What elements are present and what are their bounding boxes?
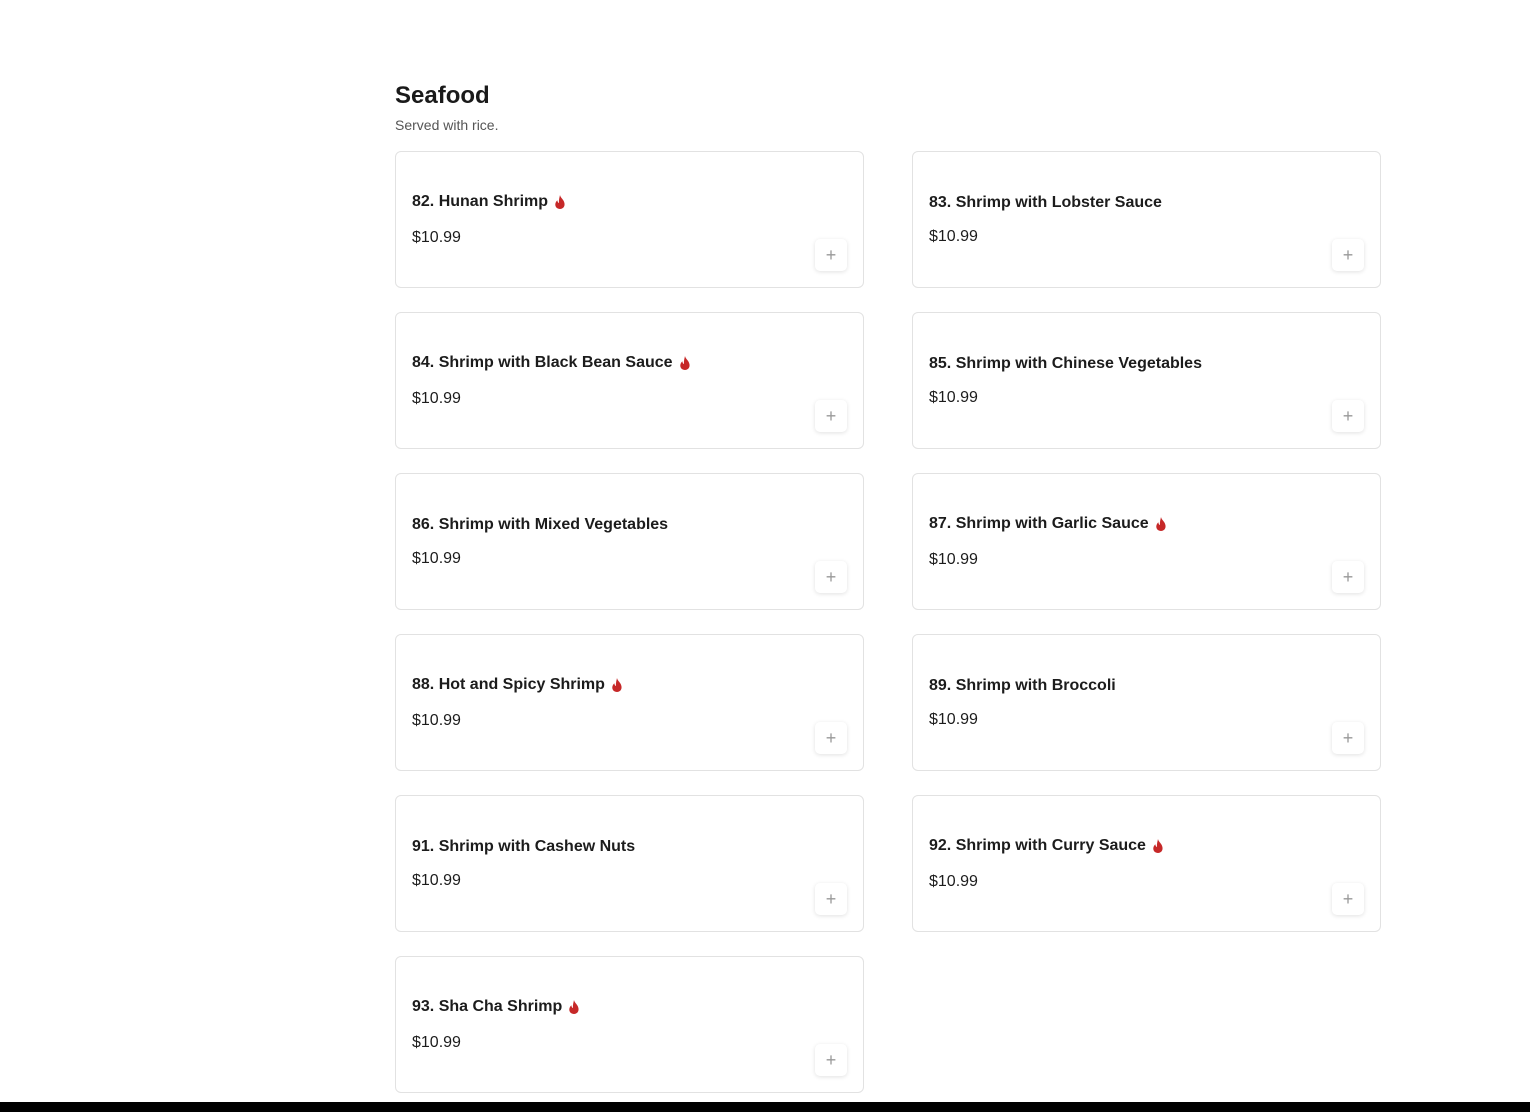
menu-item-card[interactable]: 86. Shrimp with Mixed Vegetables $10.99 … [395,473,864,610]
add-to-cart-button[interactable]: + [815,722,847,754]
spicy-flame-icon [1153,839,1163,853]
menu-item-name-text: 84. Shrimp with Black Bean Sauce [412,354,673,371]
add-to-cart-button[interactable]: + [815,400,847,432]
bottom-bar [0,1102,1530,1112]
menu-item-name-text: 89. Shrimp with Broccoli [929,677,1116,694]
menu-section-header: Seafood Served with rice. [395,80,1381,134]
menu-item-price: $10.99 [929,711,978,728]
add-to-cart-button[interactable]: + [1332,400,1364,432]
menu-item-card[interactable]: 92. Shrimp with Curry Sauce $10.99 + [912,795,1381,932]
menu-item-grid: 82. Hunan Shrimp $10.99 + 83. Shrimp wit… [395,151,1381,1093]
menu-item-card[interactable]: 85. Shrimp with Chinese Vegetables $10.9… [912,312,1381,449]
menu-item-card[interactable]: 89. Shrimp with Broccoli $10.99 + [912,634,1381,771]
spicy-flame-icon [679,356,690,370]
menu-item-card[interactable]: 93. Sha Cha Shrimp $10.99 + [395,956,864,1093]
spicy-flame-icon [612,678,622,692]
menu-item-name: 87. Shrimp with Garlic Sauce [929,514,1167,534]
menu-item-name: 93. Sha Cha Shrimp [412,997,580,1017]
menu-item-price: $10.99 [929,389,978,406]
menu-item-name-text: 82. Hunan Shrimp [412,193,549,210]
menu-item-name-text: 87. Shrimp with Garlic Sauce [929,515,1149,532]
add-to-cart-button[interactable]: + [1332,722,1364,754]
menu-item-card[interactable]: 91. Shrimp with Cashew Nuts $10.99 + [395,795,864,932]
section-subtitle: Served with rice. [395,117,499,133]
add-to-cart-button[interactable]: + [1332,239,1364,271]
menu-item-card[interactable]: 82. Hunan Shrimp $10.99 + [395,151,864,288]
menu-item-price: $10.99 [412,390,461,407]
menu-item-name: 83. Shrimp with Lobster Sauce [929,193,1162,213]
menu-item-name: 91. Shrimp with Cashew Nuts [412,837,635,857]
menu-item-price: $10.99 [412,1034,461,1051]
menu-item-name: 82. Hunan Shrimp [412,192,566,212]
menu-item-card[interactable]: 84. Shrimp with Black Bean Sauce $10.99 … [395,312,864,449]
menu-item-price: $10.99 [412,550,461,567]
add-to-cart-button[interactable]: + [1332,883,1364,915]
menu-item-name: 86. Shrimp with Mixed Vegetables [412,515,668,535]
add-to-cart-button[interactable]: + [815,883,847,915]
add-to-cart-button[interactable]: + [1332,561,1364,593]
menu-item-price: $10.99 [412,872,461,889]
menu-item-card[interactable]: 87. Shrimp with Garlic Sauce $10.99 + [912,473,1381,610]
menu-item-name: 92. Shrimp with Curry Sauce [929,836,1164,856]
spicy-flame-icon [569,1000,579,1014]
menu-item-name-text: 92. Shrimp with Curry Sauce [929,837,1146,854]
menu-item-name: 88. Hot and Spicy Shrimp [412,675,623,695]
menu-item-name-text: 88. Hot and Spicy Shrimp [412,676,605,693]
menu-item-name-text: 86. Shrimp with Mixed Vegetables [412,516,669,533]
menu-item-name-text: 91. Shrimp with Cashew Nuts [412,838,636,855]
section-title: Seafood [395,82,490,109]
spicy-flame-icon [1155,517,1166,531]
menu-item-name: 85. Shrimp with Chinese Vegetables [929,354,1202,374]
menu-item-name: 89. Shrimp with Broccoli [929,676,1116,696]
add-to-cart-button[interactable]: + [815,1044,847,1076]
menu-item-price: $10.99 [929,551,978,568]
menu-item-name: 84. Shrimp with Black Bean Sauce [412,353,691,373]
menu-item-price: $10.99 [412,712,461,729]
add-to-cart-button[interactable]: + [815,239,847,271]
add-to-cart-button[interactable]: + [815,561,847,593]
menu-item-card[interactable]: 83. Shrimp with Lobster Sauce $10.99 + [912,151,1381,288]
menu-item-price: $10.99 [929,228,978,245]
menu-item-name-text: 85. Shrimp with Chinese Vegetables [929,355,1202,372]
menu-item-price: $10.99 [412,229,461,246]
menu-item-card[interactable]: 88. Hot and Spicy Shrimp $10.99 + [395,634,864,771]
menu-item-name-text: 83. Shrimp with Lobster Sauce [929,194,1162,211]
menu-item-price: $10.99 [929,873,978,890]
spicy-flame-icon [555,195,565,209]
menu-item-name-text: 93. Sha Cha Shrimp [412,998,563,1015]
